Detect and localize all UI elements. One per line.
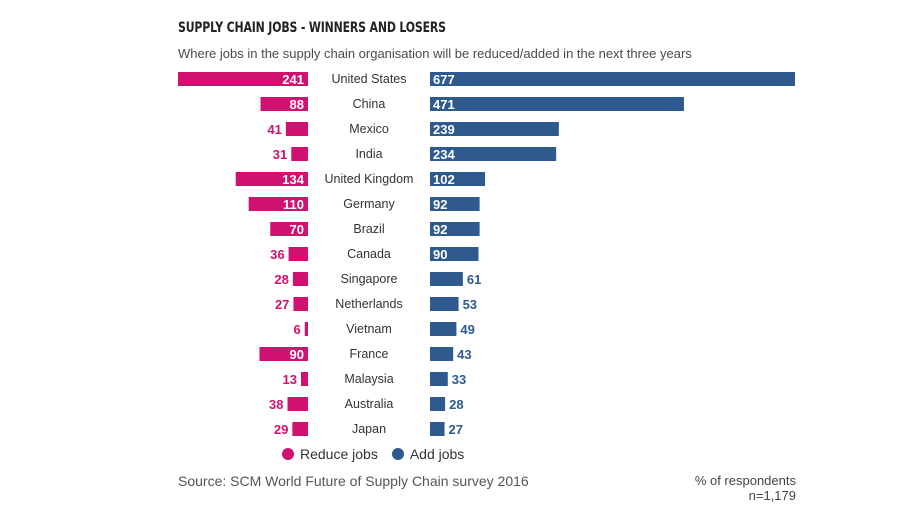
add-value-label: 92 xyxy=(433,222,447,237)
reduce-bar xyxy=(285,122,308,136)
legend: Reduce jobs Add jobs xyxy=(282,446,478,462)
reduce-value-label: 36 xyxy=(270,247,284,262)
add-value-label: 92 xyxy=(433,197,447,212)
add-bar xyxy=(430,372,448,386)
add-value-label: 28 xyxy=(449,397,463,412)
category-label: France xyxy=(350,347,389,361)
add-bar xyxy=(430,272,463,286)
add-bar xyxy=(430,97,684,111)
reduce-value-label: 6 xyxy=(294,322,301,337)
reduce-value-label: 29 xyxy=(274,422,288,437)
legend-item-reduce: Reduce jobs xyxy=(282,446,378,462)
add-value-label: 61 xyxy=(467,272,481,287)
add-value-label: 471 xyxy=(433,97,455,112)
add-bar xyxy=(430,72,795,86)
add-value-label: 49 xyxy=(460,322,474,337)
add-bar xyxy=(430,122,559,136)
respondents-note-line2: n=1,179 xyxy=(748,488,796,503)
category-label: Japan xyxy=(352,422,386,436)
reduce-bar xyxy=(235,172,308,186)
reduce-bar xyxy=(270,222,308,236)
chart-subtitle: Where jobs in the supply chain organisat… xyxy=(178,46,692,61)
reduce-bar xyxy=(178,72,308,86)
category-label: Germany xyxy=(343,197,395,211)
add-value-label: 27 xyxy=(449,422,463,437)
add-bar xyxy=(430,347,454,361)
category-label: Vietnam xyxy=(346,322,392,336)
add-bar xyxy=(430,422,445,436)
reduce-bar xyxy=(292,272,308,286)
reduce-value-label: 110 xyxy=(283,197,304,212)
add-value-label: 677 xyxy=(433,72,455,87)
add-value-label: 102 xyxy=(433,172,455,187)
reduce-value-label: 38 xyxy=(269,397,283,412)
reduce-bar xyxy=(300,372,308,386)
category-label: Canada xyxy=(347,247,391,261)
source-note: Source: SCM World Future of Supply Chain… xyxy=(178,473,529,489)
reduce-bar xyxy=(287,397,308,411)
reduce-value-label: 70 xyxy=(290,222,304,237)
add-value-label: 43 xyxy=(457,347,471,362)
reduce-bar xyxy=(304,322,308,336)
chart-title: SUPPLY CHAIN JOBS - WINNERS AND LOSERS xyxy=(178,20,446,36)
add-value-label: 33 xyxy=(452,372,466,387)
legend-swatch-add xyxy=(391,448,404,460)
legend-item-add: Add jobs xyxy=(391,446,465,462)
reduce-value-label: 31 xyxy=(273,147,287,162)
add-bar xyxy=(430,247,479,261)
reduce-value-label: 13 xyxy=(283,372,297,387)
category-label: Malaysia xyxy=(344,372,393,386)
reduce-value-label: 28 xyxy=(274,272,288,287)
reduce-bar xyxy=(288,247,308,261)
add-value-label: 90 xyxy=(433,247,447,262)
add-value-label: 234 xyxy=(433,147,455,162)
category-label: United States xyxy=(331,72,406,86)
category-label: Brazil xyxy=(353,222,384,236)
legend-label-reduce: Reduce jobs xyxy=(300,446,378,462)
reduce-value-label: 41 xyxy=(267,122,281,137)
category-label: India xyxy=(355,147,382,161)
category-label: China xyxy=(353,97,386,111)
add-bar xyxy=(430,397,446,411)
add-value-label: 53 xyxy=(463,297,477,312)
add-bar xyxy=(430,147,557,161)
legend-label-add: Add jobs xyxy=(409,446,465,462)
category-label: United Kingdom xyxy=(325,172,414,186)
category-label: Netherlands xyxy=(335,297,402,311)
reduce-value-label: 90 xyxy=(290,347,304,362)
legend-swatch-reduce xyxy=(282,448,294,460)
reduce-value-label: 241 xyxy=(282,72,304,87)
category-label: Australia xyxy=(345,397,394,411)
add-bar xyxy=(430,197,480,211)
add-bar xyxy=(430,322,457,336)
respondents-note: % of respondents n=1,179 xyxy=(695,473,796,503)
add-value-label: 239 xyxy=(433,122,455,137)
add-bar xyxy=(430,172,485,186)
add-bar xyxy=(430,222,480,236)
reduce-value-label: 88 xyxy=(290,97,304,112)
reduce-value-label: 27 xyxy=(275,297,289,312)
category-label: Mexico xyxy=(349,122,389,136)
reduce-bar xyxy=(260,97,308,111)
respondents-note-line1: % of respondents xyxy=(694,473,796,488)
reduce-bar xyxy=(293,297,308,311)
reduce-value-label: 134 xyxy=(282,172,304,187)
reduce-bar xyxy=(259,347,308,361)
reduce-bar xyxy=(291,147,308,161)
reduce-bar xyxy=(248,197,308,211)
reduce-bar xyxy=(292,422,308,436)
category-label: Singapore xyxy=(341,272,398,286)
add-bar xyxy=(430,297,459,311)
